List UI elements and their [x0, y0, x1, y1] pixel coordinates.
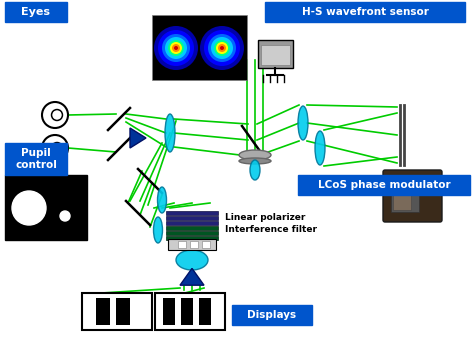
Circle shape [214, 40, 230, 56]
Circle shape [216, 42, 228, 54]
Ellipse shape [176, 250, 208, 270]
Bar [232, 305, 312, 325]
Bar [202, 241, 210, 248]
Bar [155, 293, 225, 330]
Bar [261, 45, 290, 65]
Bar [199, 298, 211, 325]
Circle shape [211, 37, 233, 59]
Ellipse shape [239, 150, 271, 160]
Circle shape [208, 34, 236, 62]
Circle shape [170, 42, 182, 54]
Bar [5, 143, 67, 175]
Bar [298, 175, 470, 195]
Bar [393, 194, 411, 210]
Circle shape [162, 34, 190, 62]
Bar [116, 298, 130, 325]
Bar [168, 239, 216, 250]
Circle shape [12, 191, 46, 225]
Bar [258, 40, 293, 68]
Ellipse shape [154, 217, 163, 243]
Bar [166, 216, 218, 220]
Bar [96, 298, 110, 325]
Polygon shape [180, 268, 204, 285]
Bar [152, 15, 247, 80]
Bar [265, 2, 465, 22]
Text: Pupil
control: Pupil control [15, 148, 57, 170]
Bar [82, 293, 152, 330]
Circle shape [165, 37, 187, 59]
Circle shape [200, 26, 244, 70]
Bar [166, 226, 218, 230]
Bar [181, 298, 193, 325]
Bar [391, 188, 419, 212]
Circle shape [168, 40, 184, 56]
FancyBboxPatch shape [383, 170, 442, 222]
Circle shape [154, 26, 198, 70]
Ellipse shape [157, 187, 166, 213]
Bar [5, 175, 87, 240]
Ellipse shape [165, 114, 175, 152]
Text: Displays: Displays [247, 310, 297, 320]
Text: Linear polarizer: Linear polarizer [225, 214, 305, 222]
Text: Eyes: Eyes [21, 7, 51, 17]
Bar [166, 211, 218, 215]
Text: Interference filter: Interference filter [225, 225, 317, 235]
Bar [178, 241, 186, 248]
Bar [5, 2, 67, 22]
Circle shape [174, 46, 178, 50]
Text: H-S wavefront sensor: H-S wavefront sensor [301, 7, 428, 17]
Circle shape [60, 211, 70, 221]
Ellipse shape [250, 160, 260, 180]
Bar [190, 241, 198, 248]
Bar [166, 221, 218, 225]
Ellipse shape [315, 131, 325, 165]
Ellipse shape [298, 106, 308, 140]
Polygon shape [130, 128, 146, 148]
Circle shape [218, 44, 226, 52]
Text: LCoS phase modulator: LCoS phase modulator [318, 180, 450, 190]
Bar [163, 298, 175, 325]
Bar [166, 231, 218, 235]
Circle shape [204, 30, 240, 66]
Ellipse shape [239, 158, 271, 164]
Circle shape [172, 44, 180, 52]
Bar [166, 236, 218, 240]
Circle shape [220, 46, 224, 50]
Circle shape [158, 30, 194, 66]
